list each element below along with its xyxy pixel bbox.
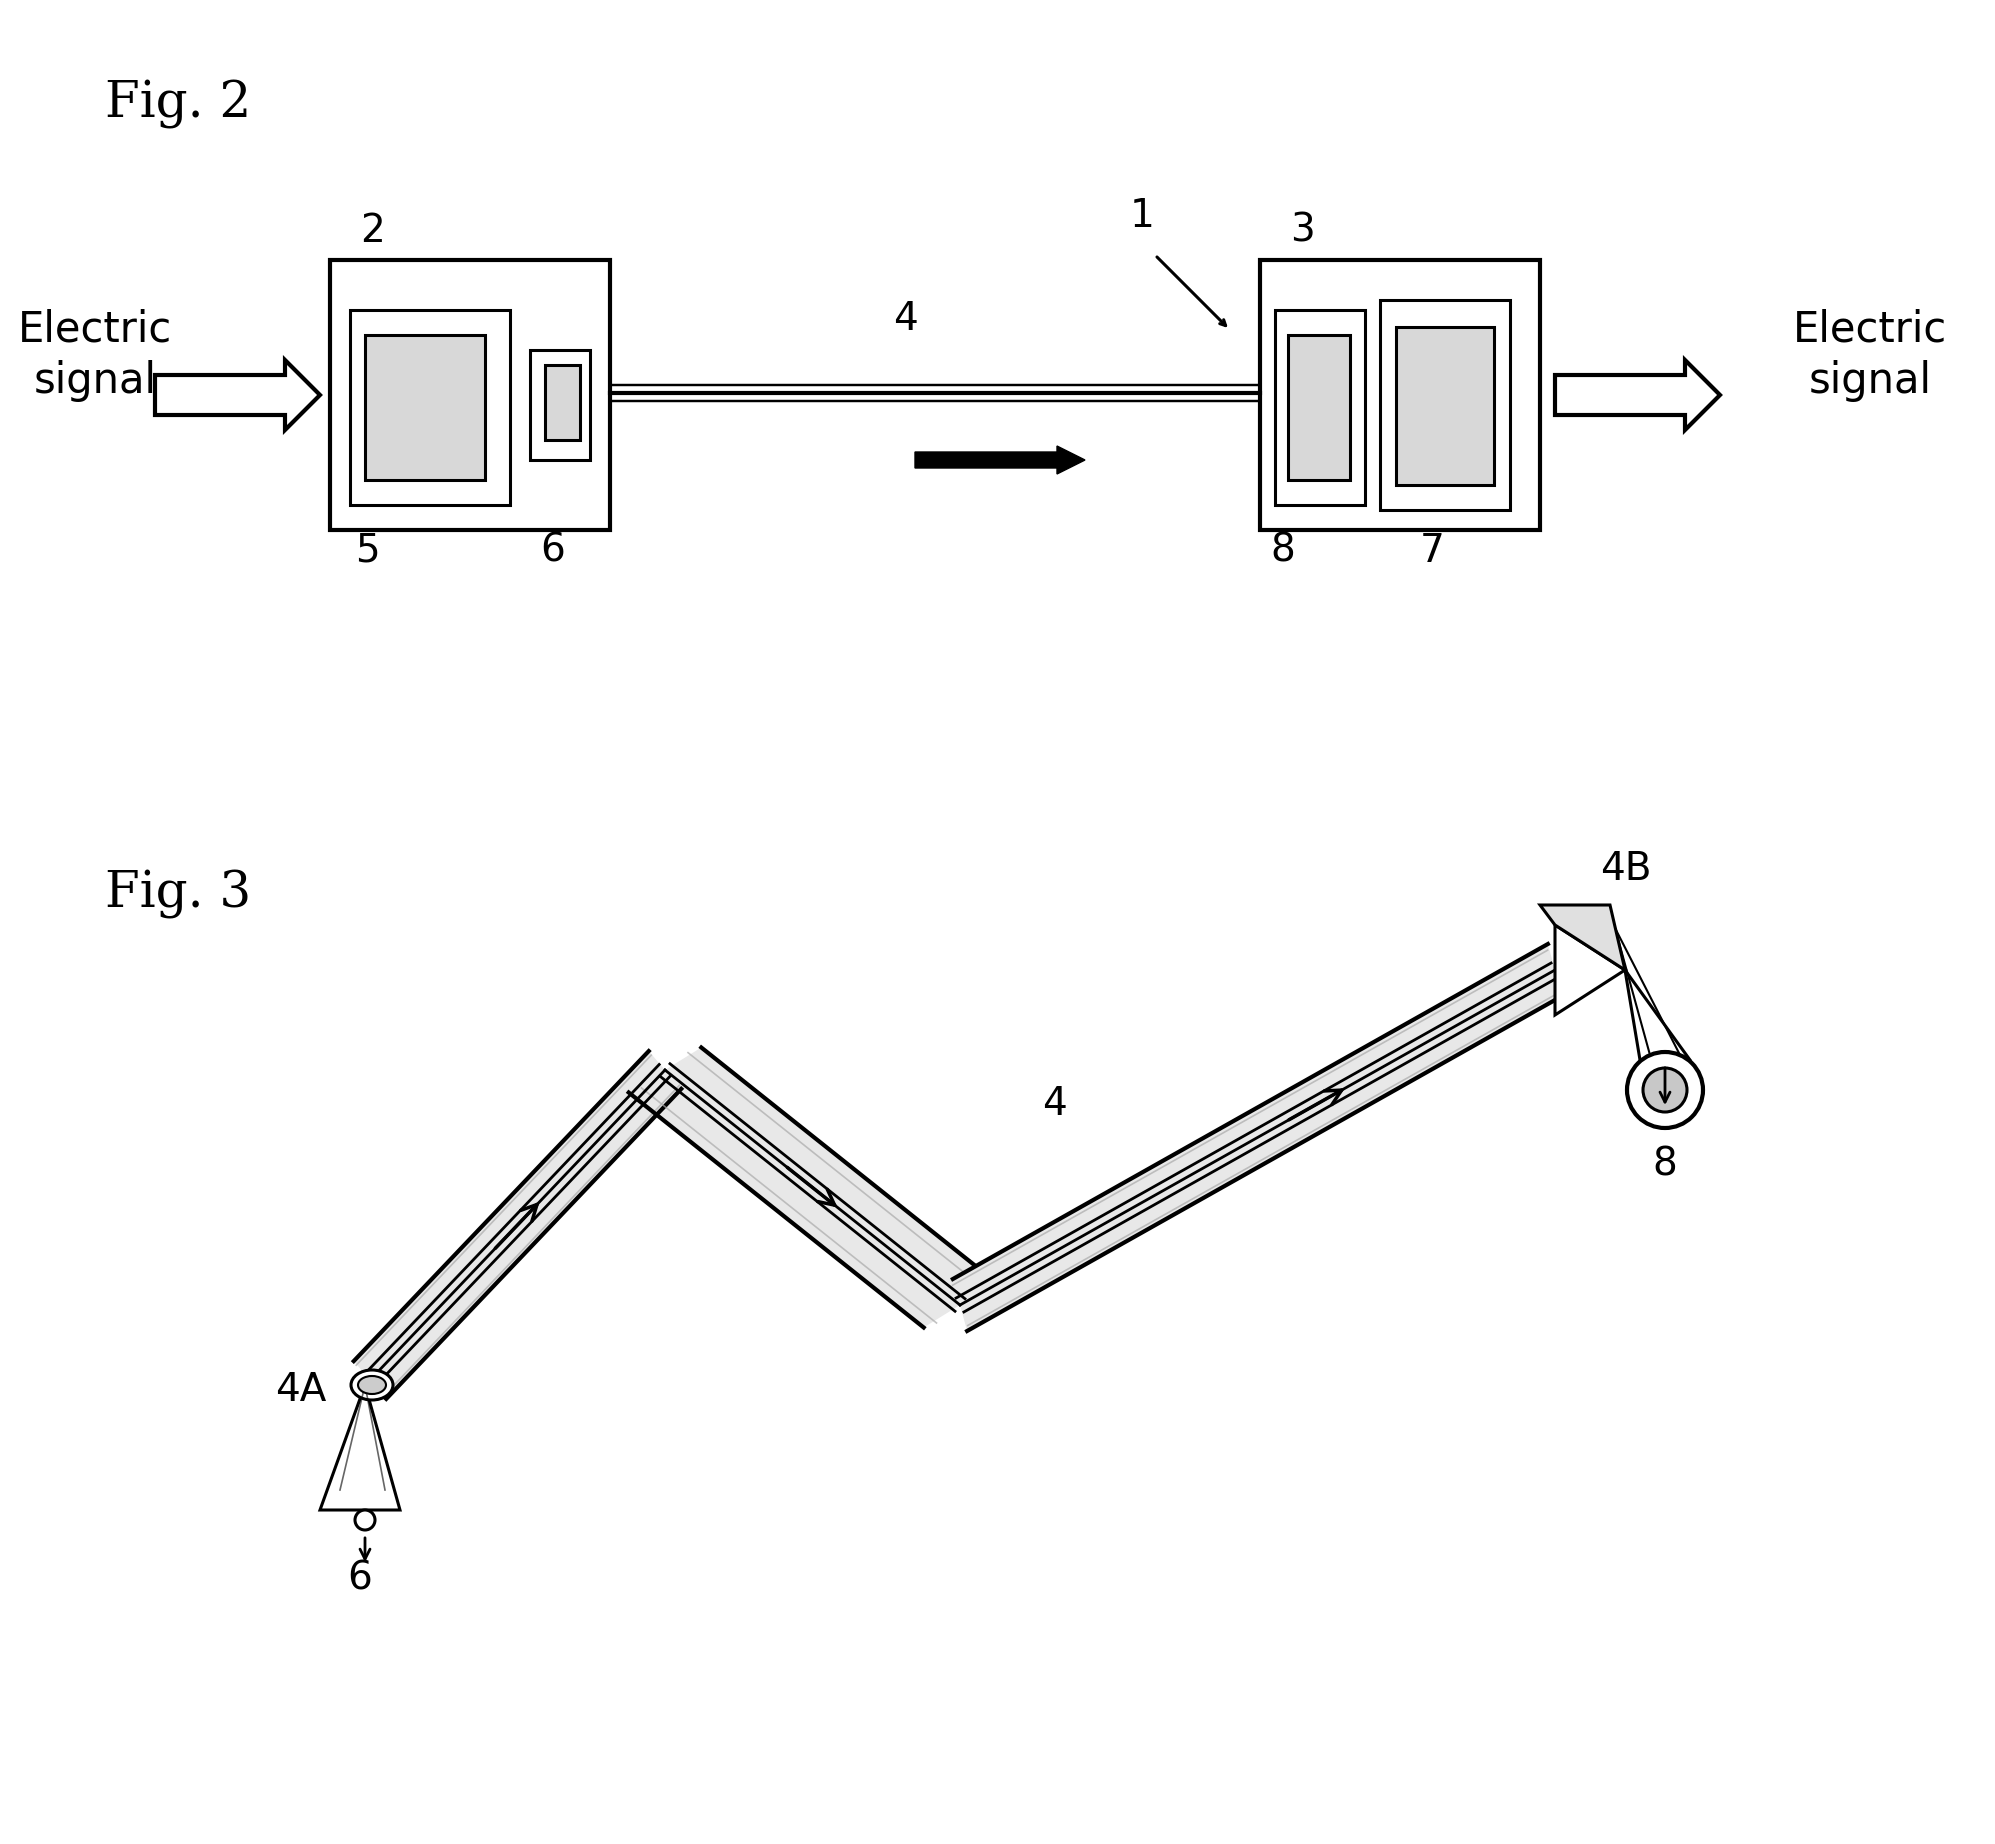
Polygon shape (954, 944, 1562, 1331)
Bar (545, 365, 581, 441)
Circle shape (1644, 1068, 1688, 1112)
Text: 6: 6 (347, 1560, 373, 1599)
Bar (1381, 301, 1510, 511)
Text: 5: 5 (355, 533, 379, 570)
Text: 6: 6 (541, 533, 565, 570)
Text: 3: 3 (1291, 212, 1315, 251)
Text: 4: 4 (1043, 1084, 1067, 1123)
Bar (1396, 326, 1494, 485)
Bar (1275, 310, 1365, 505)
Text: 1: 1 (1129, 197, 1155, 234)
Text: 4B: 4B (1600, 850, 1652, 889)
Polygon shape (1554, 926, 1626, 1014)
Bar (365, 336, 485, 479)
FancyArrow shape (916, 446, 1085, 474)
Polygon shape (156, 360, 319, 430)
Polygon shape (319, 1385, 401, 1510)
Circle shape (355, 1510, 375, 1531)
Text: 4: 4 (892, 301, 918, 337)
Bar (1261, 260, 1540, 529)
Text: 2: 2 (359, 212, 385, 251)
Text: Fig. 2: Fig. 2 (106, 79, 251, 129)
Text: Electric
signal: Electric signal (18, 308, 172, 402)
Ellipse shape (351, 1370, 393, 1400)
Bar (1289, 336, 1351, 479)
Text: Fig. 3: Fig. 3 (106, 870, 251, 920)
Bar (329, 260, 610, 529)
Bar (531, 350, 591, 459)
Polygon shape (353, 1051, 680, 1400)
Text: Electric
signal: Electric signal (1794, 308, 1947, 402)
Text: 8: 8 (1652, 1145, 1678, 1184)
Ellipse shape (357, 1376, 385, 1394)
Text: 7: 7 (1420, 533, 1444, 570)
Text: 8: 8 (1271, 533, 1295, 570)
Polygon shape (1540, 905, 1626, 970)
Polygon shape (628, 1047, 996, 1328)
Polygon shape (1554, 360, 1720, 430)
Text: 4A: 4A (275, 1370, 327, 1409)
Circle shape (1628, 1051, 1704, 1129)
Bar (349, 310, 511, 505)
